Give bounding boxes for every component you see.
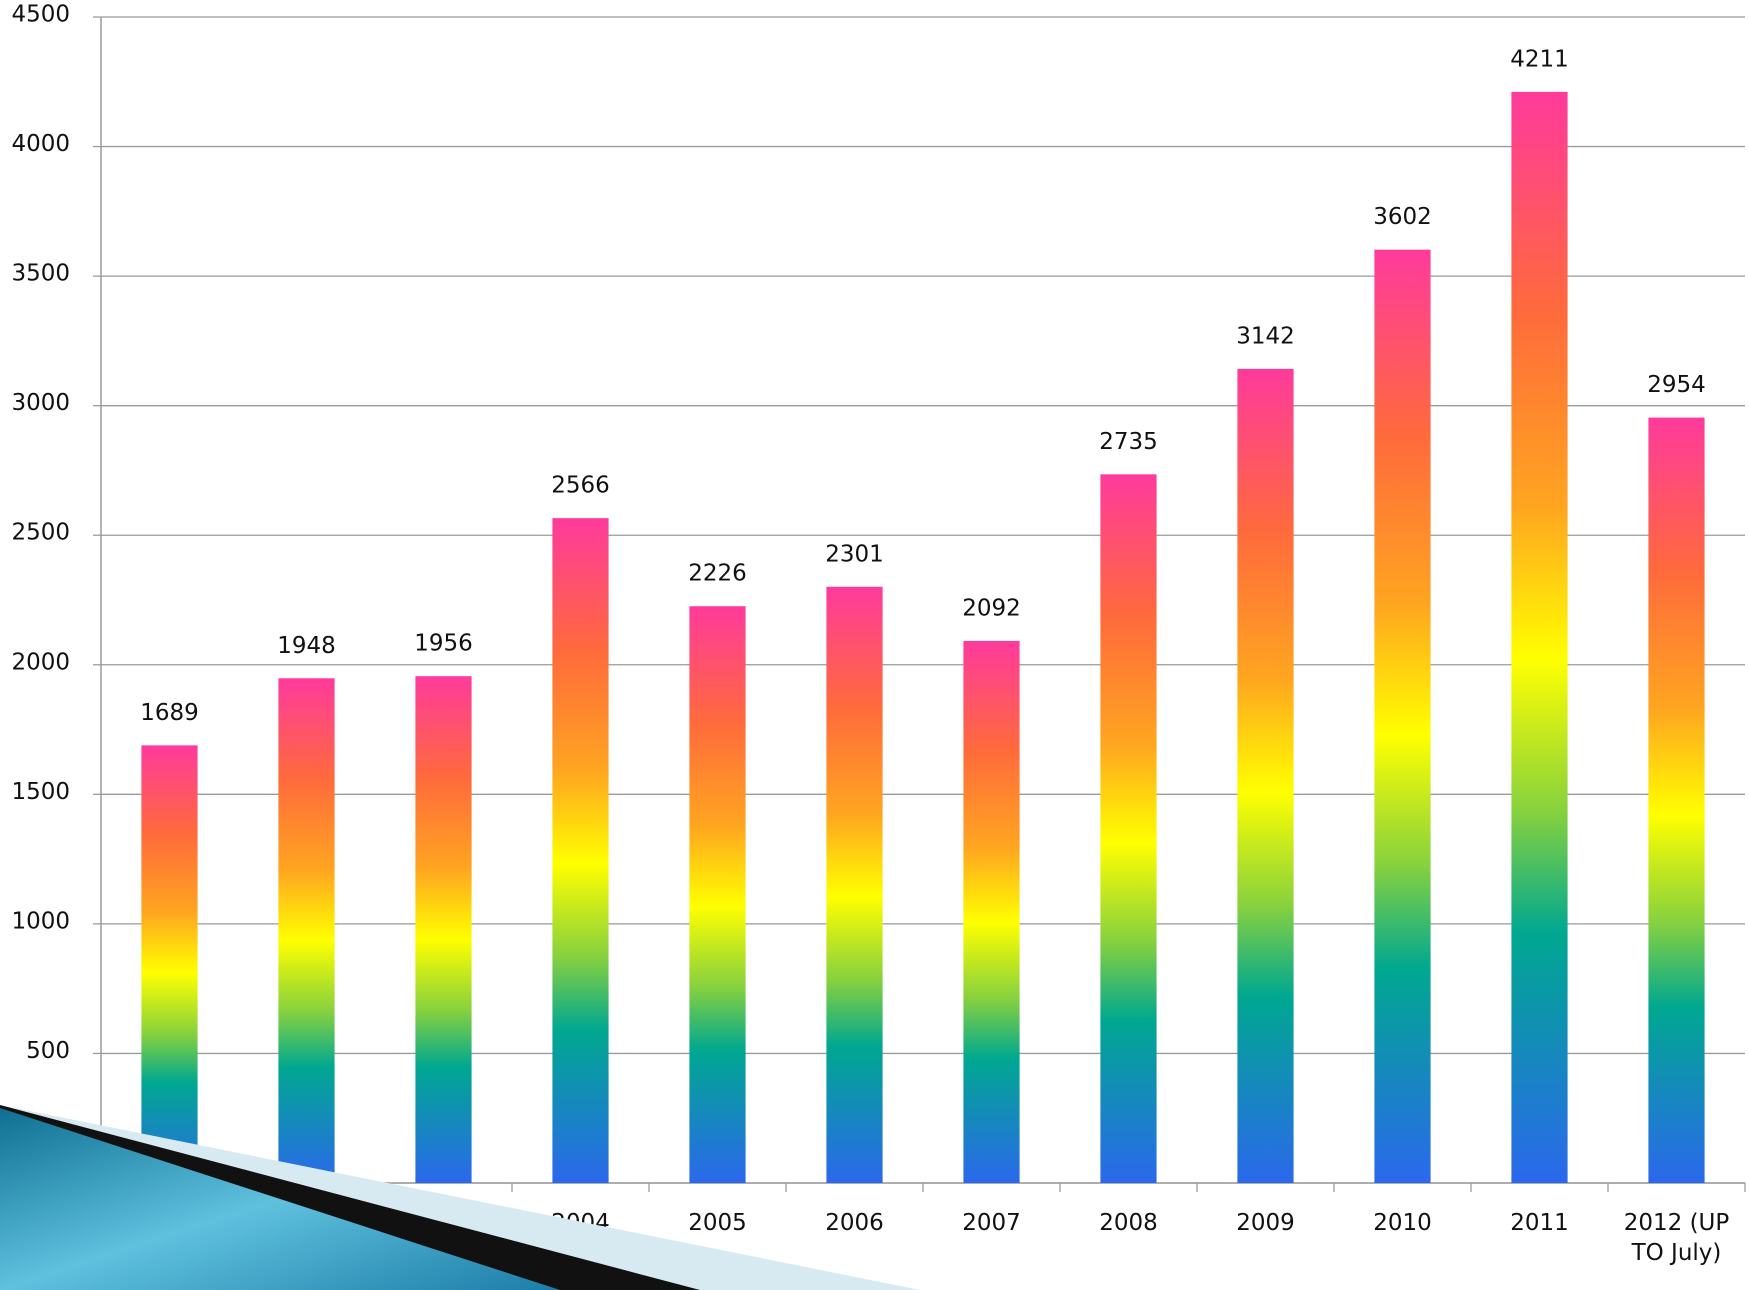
- x-tick-label-box: 2005: [688, 1210, 747, 1236]
- value-label: 2735: [1099, 429, 1158, 455]
- value-label: 2301: [825, 541, 884, 567]
- x-tick-label: 2006: [825, 1210, 884, 1236]
- y-tick-label: 4000: [11, 131, 70, 157]
- value-label: 2226: [688, 561, 747, 587]
- value-label: 1948: [277, 633, 336, 659]
- x-tick-label: 2010: [1373, 1210, 1432, 1236]
- y-tick-label: 1500: [11, 779, 70, 805]
- x-tick-label: 2009: [1236, 1210, 1295, 1236]
- bar: [826, 586, 883, 1183]
- value-label: 1956: [414, 631, 473, 657]
- bar: [689, 606, 746, 1183]
- x-tick-label-box: 2008: [1099, 1210, 1158, 1236]
- x-tick-label-box: 2011: [1510, 1210, 1569, 1236]
- y-tick-label: 2500: [11, 520, 70, 546]
- value-label: 2954: [1647, 372, 1706, 398]
- bar: [1100, 474, 1157, 1183]
- y-tick-label: 1000: [11, 908, 70, 934]
- deco-blue: [0, 1108, 560, 1290]
- value-label: 1689: [140, 700, 199, 726]
- x-tick-label: 2007: [962, 1210, 1021, 1236]
- value-label: 4211: [1510, 46, 1569, 72]
- bar: [1511, 91, 1568, 1184]
- y-tick-label: 4500: [11, 2, 70, 28]
- bar: [278, 678, 335, 1183]
- y-tick-label: 2000: [11, 649, 70, 675]
- bar: [1648, 417, 1705, 1183]
- bar: [141, 745, 198, 1183]
- bar: [1374, 249, 1431, 1184]
- bar: [415, 676, 472, 1183]
- value-label: 3142: [1236, 323, 1295, 349]
- y-tick-label: 500: [26, 1038, 70, 1064]
- bar: [552, 518, 609, 1183]
- x-tick-label: 2012 (UP TO July): [1623, 1210, 1730, 1266]
- x-tick-label: 2005: [688, 1210, 747, 1236]
- x-tick-label-box: 2006: [825, 1210, 884, 1236]
- decoration: [0, 1105, 920, 1290]
- value-label: 2092: [962, 595, 1021, 621]
- y-tick-label: 3000: [11, 390, 70, 416]
- value-label: 3602: [1373, 204, 1432, 230]
- x-tick-label-box: 2010: [1373, 1210, 1432, 1236]
- value-label: 2566: [551, 473, 610, 499]
- y-tick-label: 3500: [11, 261, 70, 287]
- x-tick-label-box: 2009: [1236, 1210, 1295, 1236]
- bar: [963, 640, 1020, 1183]
- x-tick-label-box: 2012 (UP TO July): [1623, 1210, 1730, 1266]
- x-tick-label: 2011: [1510, 1210, 1569, 1236]
- x-tick-label: 2008: [1099, 1210, 1158, 1236]
- x-tick-label-box: 2007: [962, 1210, 1021, 1236]
- bar: [1237, 368, 1294, 1183]
